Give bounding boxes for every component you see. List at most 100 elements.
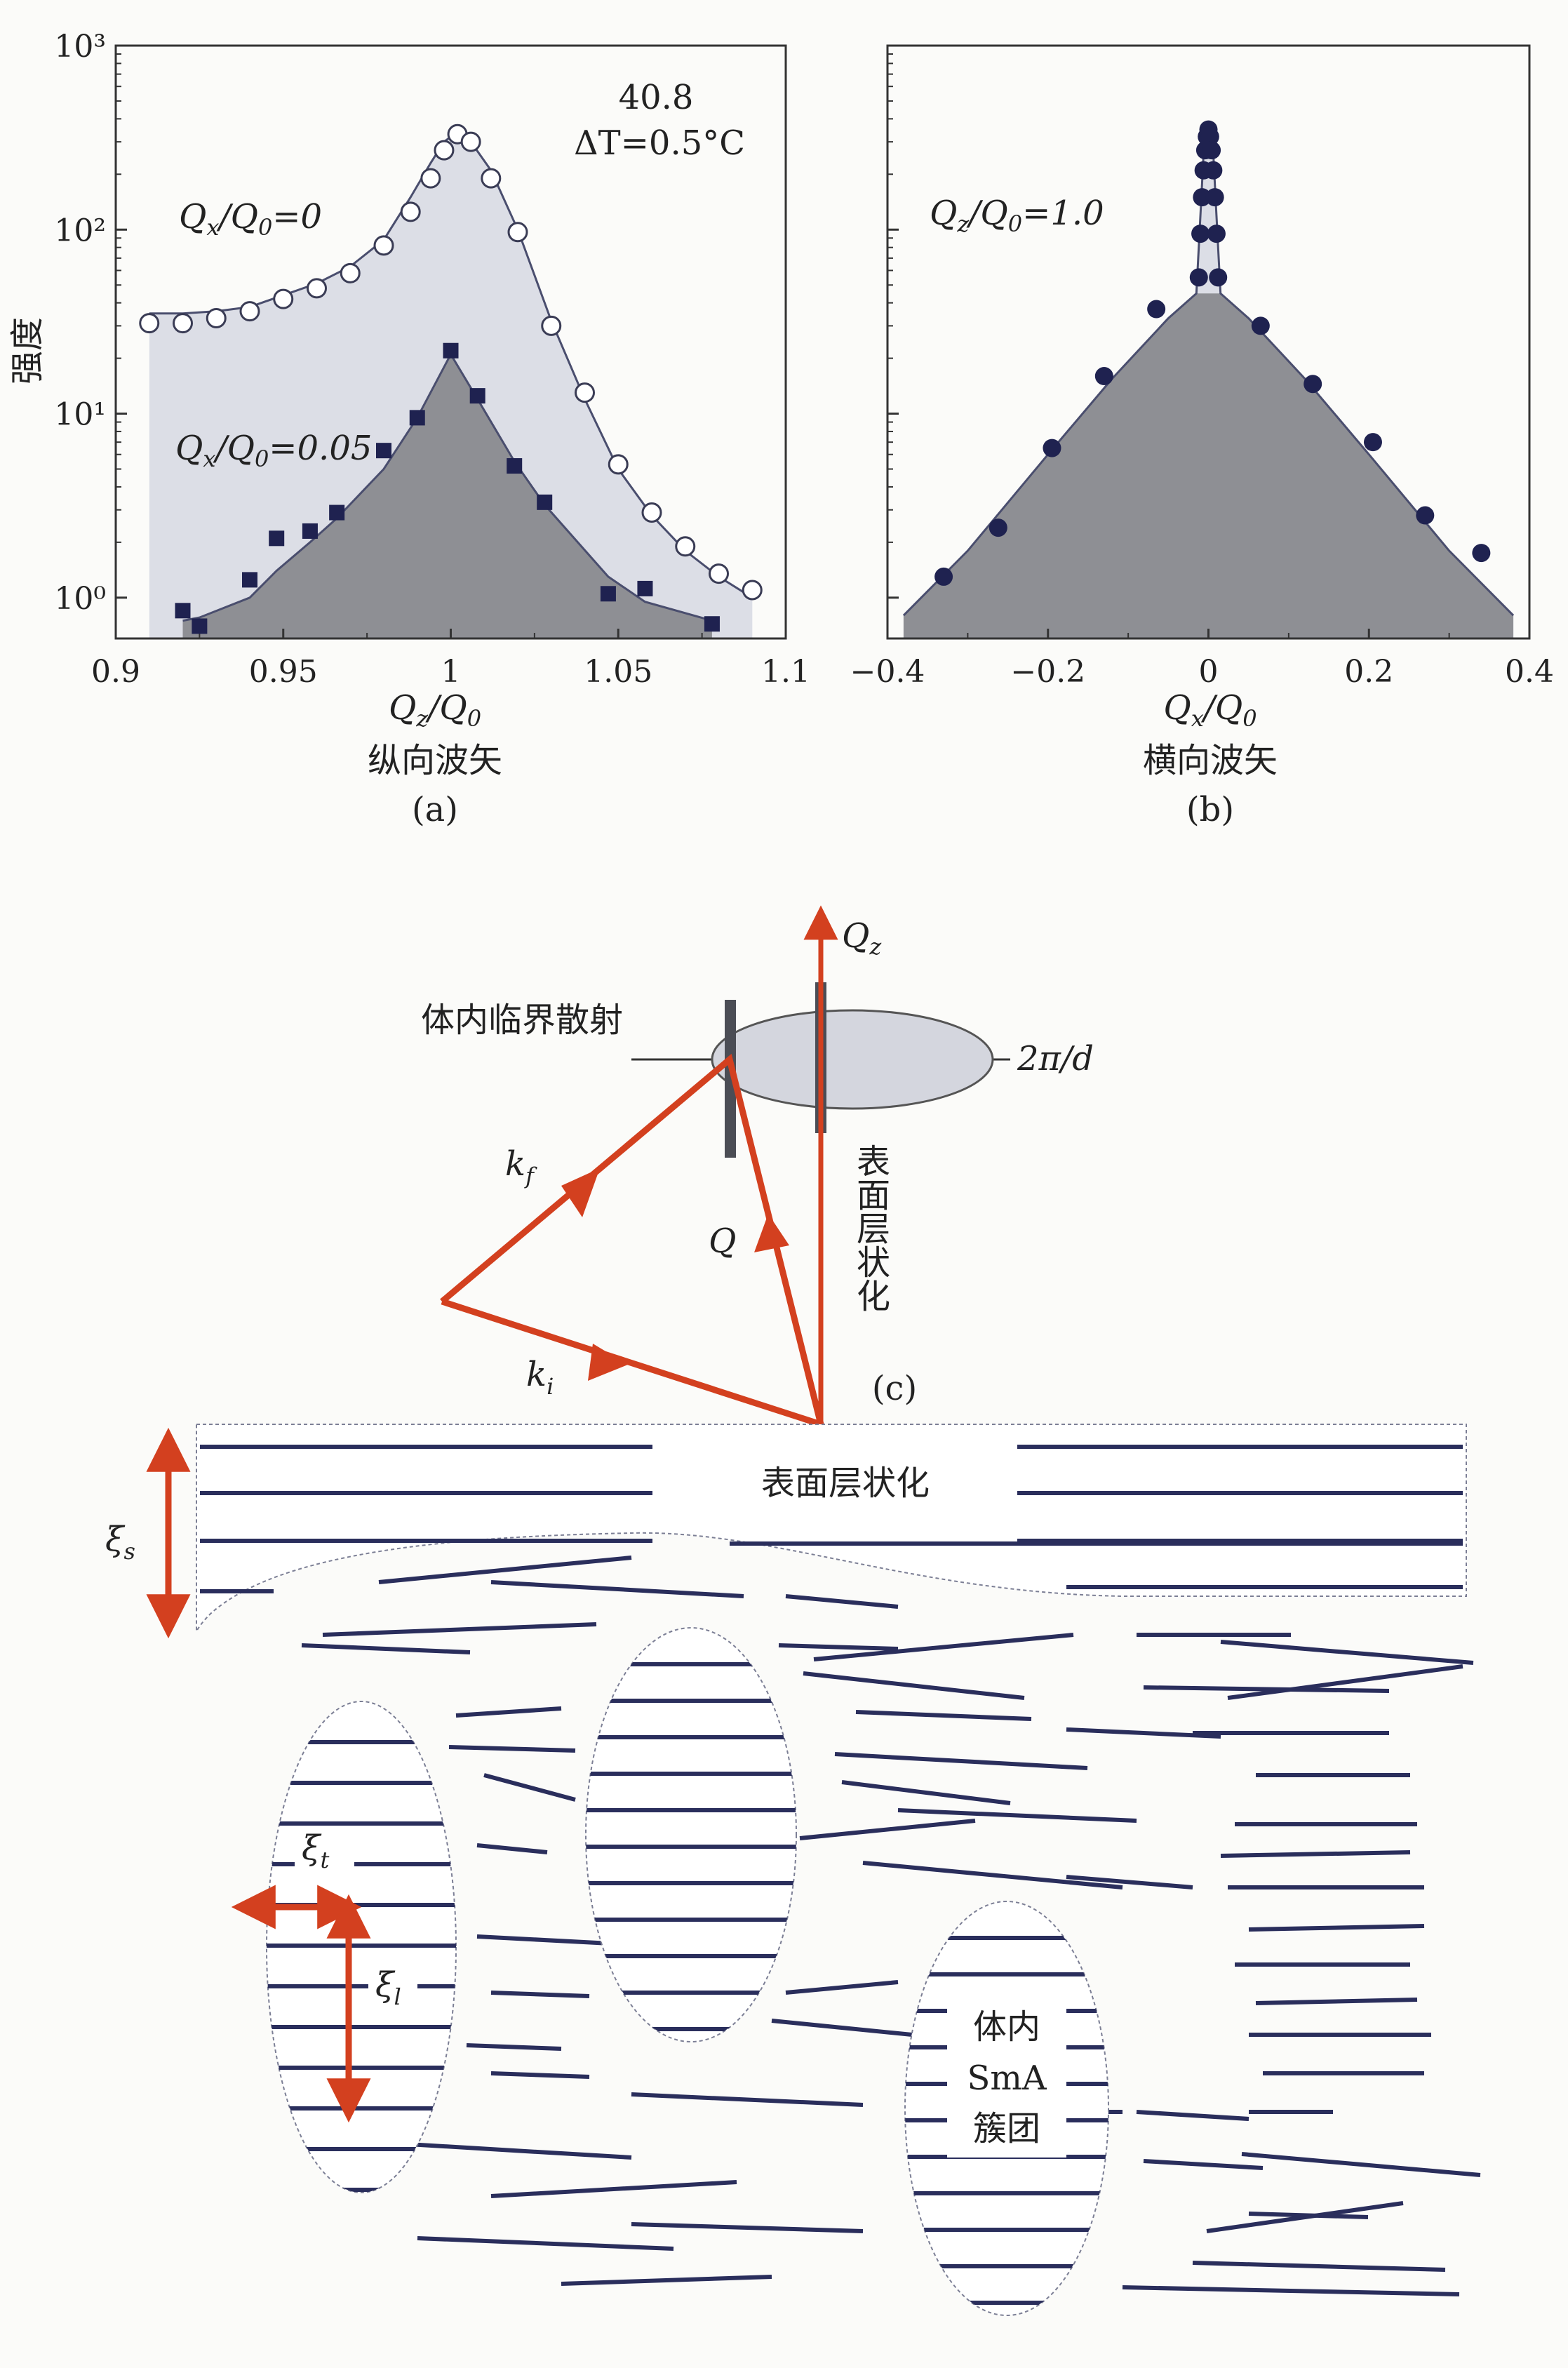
bulk-molecule	[897, 1808, 1137, 1823]
chart-b: −0.4 −0.2 0 0.2 0.4 Qz/Q0=1.0 Qx/Q0 横向波矢 (b)	[850, 44, 1554, 829]
critical-scattering-ellipse	[711, 1009, 994, 1110]
bulk-molecule	[378, 1556, 632, 1584]
panel-label-a: (a)	[412, 790, 458, 829]
two-pi-d-label: 2π/d	[1017, 1039, 1094, 1078]
bulk-molecule	[785, 1594, 899, 1609]
bulk-molecule	[1248, 2212, 1369, 2219]
data-point-b	[1205, 188, 1224, 207]
data-point-qx005	[329, 504, 345, 521]
bulk-molecule	[1122, 2285, 1460, 2296]
bulk-rod-1	[725, 1000, 736, 1158]
data-point-qx0	[608, 454, 629, 475]
data-point-b	[1200, 127, 1219, 146]
data-point-qx0	[434, 140, 455, 161]
bulk-molecule	[476, 1934, 611, 1946]
data-point-qx0	[541, 315, 562, 336]
bulk-molecule	[631, 2222, 864, 2233]
data-point-qx0	[507, 222, 528, 243]
y-axis-label: 强度	[8, 317, 47, 384]
cluster-label-line3: 簇团	[973, 2109, 1040, 2148]
bulk-molecule	[862, 1861, 1123, 1889]
bulk-molecule	[1241, 2152, 1481, 2177]
data-point-b	[1202, 141, 1221, 160]
data-point-qx005	[302, 523, 318, 539]
bulk-molecule	[803, 1671, 1025, 1700]
smectic-schematic: 表面层状化 ξs 体内 SmA 簇团 ξt ξl	[105, 1424, 1481, 2316]
kf-arrowhead	[561, 1168, 600, 1217]
x-tick-label-b: 0.4	[1505, 654, 1554, 690]
data-point-qx0	[340, 262, 361, 283]
y-tick-label-a: 10⁰	[54, 581, 106, 617]
data-point-qx0	[400, 201, 421, 222]
data-point-qx0	[373, 235, 394, 256]
data-point-qx0	[675, 536, 696, 557]
bulk-molecule	[841, 1780, 1011, 1805]
bulk-molecule	[1066, 1875, 1193, 1889]
x-tick-label-b: 0.2	[1344, 654, 1393, 690]
x-tick-label-a: 1	[441, 654, 461, 690]
y-tick-label-a: 10³	[54, 29, 106, 65]
bulk-molecule	[561, 2275, 772, 2286]
bulk-molecule	[855, 1710, 1032, 1721]
data-point-qx0	[139, 313, 160, 334]
xi-t-label: ξt	[302, 1828, 329, 1873]
data-point-qx0	[709, 563, 729, 584]
bulk-molecule	[396, 2141, 632, 2160]
x-tick-label-a: 1.1	[761, 654, 810, 690]
surface-layering-label: 表面层状化	[761, 1464, 930, 1503]
data-point-b	[1147, 300, 1166, 319]
data-point-qx0	[641, 502, 662, 523]
data-point-qx005	[443, 342, 459, 359]
data-point-qx0	[575, 382, 595, 403]
data-point-qx005	[376, 443, 391, 459]
data-point-b	[1472, 544, 1491, 563]
x-tick-label-b: 0	[1199, 654, 1219, 690]
data-point-qx0	[742, 580, 763, 601]
data-point-b	[1191, 225, 1210, 243]
annotation-a-line1: 40.8	[619, 78, 694, 117]
surface-layering-vertical-label: 表面层状化	[850, 1144, 890, 1312]
bulk-molecule	[301, 1643, 471, 1654]
data-point-qx005	[175, 603, 191, 619]
bulk-molecule	[1136, 2110, 1249, 2121]
bulk-molecule	[834, 1752, 1088, 1770]
scattering-diagram: 2π/d Qz 体内临界散射 表面层状化 kf ki Q (c)	[421, 905, 1094, 1429]
data-point-qx005	[469, 388, 485, 404]
fill-area-b-dark	[903, 293, 1514, 638]
bulk-molecule	[476, 1843, 548, 1854]
data-point-qx005	[409, 410, 425, 426]
data-point-b	[989, 519, 1007, 537]
data-point-b	[1204, 161, 1223, 180]
bulk-molecule	[417, 2236, 674, 2251]
bulk-molecule	[490, 2180, 737, 2198]
data-point-b	[934, 567, 953, 586]
data-point-b	[1304, 375, 1322, 394]
x-tick-label-b: −0.2	[1010, 654, 1085, 690]
bulk-molecule	[1192, 2261, 1446, 2272]
critical-scattering-label: 体内临界散射	[421, 1001, 623, 1040]
data-point-qx0	[173, 313, 193, 334]
cluster-label-line2: SmA	[967, 2059, 1047, 2098]
y-tick-label-a: 10²	[54, 213, 106, 248]
bulk-molecule	[785, 1980, 899, 1995]
bulk-molecule	[466, 2043, 562, 2051]
series-label-qx0: Qx/Q0=0	[179, 197, 322, 241]
data-point-qx005	[600, 586, 616, 602]
panel-label-c: (c)	[872, 1369, 917, 1408]
data-point-qx0	[481, 168, 502, 189]
chart-a: 0.9 0.95 1 1.05 1.1 10⁰ 10¹ 10² 10³ 强度 40.8 ΔT=0…	[8, 29, 810, 829]
bulk-molecule	[1143, 2159, 1264, 2170]
data-point-b	[1207, 225, 1226, 243]
q-arrowhead	[754, 1214, 789, 1252]
cluster-label-bg	[947, 2000, 1066, 2158]
bulk-molecule	[1227, 1664, 1463, 1700]
bulk-molecule	[490, 1991, 590, 1998]
data-point-qx005	[537, 494, 553, 510]
data-point-qx005	[269, 530, 285, 547]
bulk-molecule	[322, 1622, 597, 1637]
data-point-qx0	[273, 288, 294, 309]
bulk-molecule	[1255, 1998, 1418, 2005]
data-point-b	[1251, 316, 1270, 335]
x-axis-caption-b: 横向波矢	[1143, 741, 1278, 780]
